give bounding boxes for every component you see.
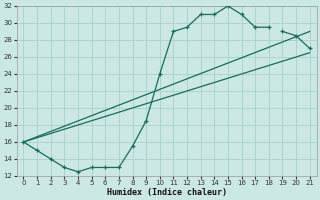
X-axis label: Humidex (Indice chaleur): Humidex (Indice chaleur) xyxy=(107,188,227,197)
